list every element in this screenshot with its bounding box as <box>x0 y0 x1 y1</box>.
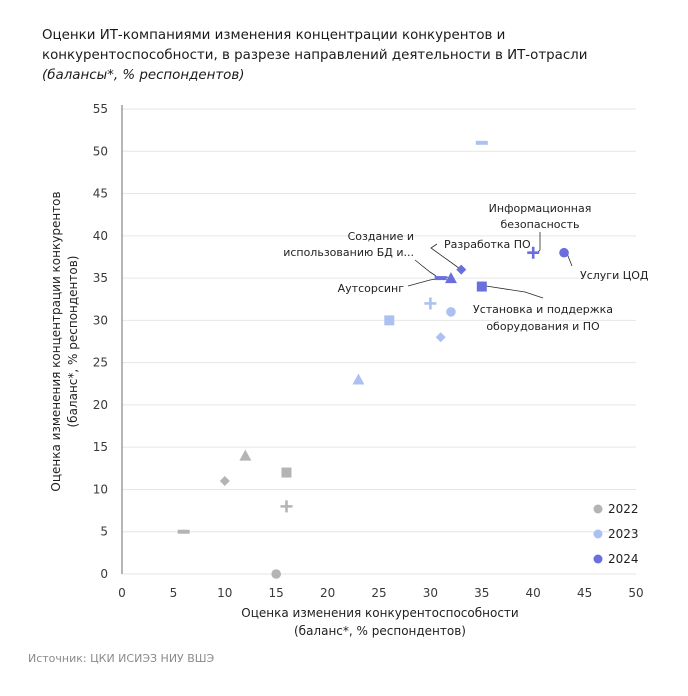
annotation-leader <box>485 285 544 299</box>
data-point-2022-triangle <box>239 449 252 461</box>
annotation-label: Установка и поддержка <box>473 303 613 316</box>
x-tick-label: 25 <box>371 586 386 600</box>
y-axis-title-line: Оценка изменения концентрации конкуренто… <box>49 191 63 491</box>
x-tick-label: 50 <box>628 586 643 600</box>
annotation-leader <box>536 232 541 254</box>
x-tick-label: 15 <box>269 586 284 600</box>
chart-subtitle: (балансы*, % респондентов) <box>42 68 245 83</box>
x-tick-label: 0 <box>118 586 126 600</box>
annotation-label: Информационная <box>489 202 592 215</box>
x-tick-label: 35 <box>474 586 489 600</box>
data-point-2023-dash <box>475 140 488 145</box>
annotation-label: Услуги ЦОД <box>580 269 649 282</box>
y-tick-label: 55 <box>93 102 108 116</box>
data-point-2022-circle <box>271 569 282 579</box>
legend-swatch-2024 <box>593 554 603 564</box>
legend-swatch-2023 <box>593 529 603 539</box>
data-point-2024-dash <box>434 276 447 281</box>
y-tick-label: 5 <box>100 525 108 539</box>
y-tick-label: 25 <box>93 356 108 370</box>
x-axis-title: (баланс*, % респондентов) <box>294 624 466 638</box>
legend-label-2022: 2022 <box>608 502 639 516</box>
y-tick-label: 40 <box>93 229 108 243</box>
annotation-leader <box>430 243 464 272</box>
data-point-2023-diamond <box>435 332 446 343</box>
data-point-2023-circle <box>446 307 456 317</box>
data-point-2022-dash <box>177 529 190 534</box>
annotation-label: безопасность <box>501 218 580 231</box>
annotation-label: Аутсорсинг <box>338 282 405 295</box>
data-point-2022-diamond <box>219 476 230 486</box>
annotation-label: Создание и <box>348 230 414 243</box>
x-tick-label: 20 <box>320 586 335 600</box>
annotation-label: использованию БД и... <box>283 246 414 259</box>
annotation-leader <box>414 259 437 277</box>
legend-swatch-2022 <box>593 504 603 514</box>
data-point-2024-triangle <box>444 272 457 284</box>
source-note: Источник: ЦКИ ИСИЭЗ НИУ ВШЭ <box>28 652 215 665</box>
y-axis-title-line: (баланс*, % респондентов) <box>66 256 80 428</box>
chart-title-line-1: Оценки ИТ-компаниями изменения концентра… <box>42 28 506 43</box>
annotation-label: Разработка ПО <box>444 238 531 251</box>
y-tick-label: 20 <box>93 398 108 412</box>
x-tick-label: 10 <box>217 586 232 600</box>
data-point-2023-square <box>384 315 395 326</box>
data-point-2024-plus <box>527 246 540 259</box>
chart-title: Оценки ИТ-компаниями изменения концентра… <box>42 26 662 86</box>
data-point-2022-plus <box>280 500 293 513</box>
chart-title-line-2: конкурентоспособности, в разрезе направл… <box>42 48 588 63</box>
y-axis-title: Оценка изменения концентрации конкуренто… <box>49 191 80 491</box>
annotation-label: оборудования и ПО <box>486 320 600 333</box>
y-tick-label: 30 <box>93 313 108 327</box>
y-tick-label: 10 <box>93 482 108 496</box>
data-point-2024-square <box>476 281 487 292</box>
data-point-2024-diamond <box>456 264 467 275</box>
x-axis-title: Оценка изменения конкурентоспособности <box>241 606 518 620</box>
legend-label-2023: 2023 <box>608 527 639 541</box>
y-tick-label: 15 <box>93 440 108 454</box>
data-point-2022-square <box>281 467 292 478</box>
x-tick-label: 45 <box>577 586 592 600</box>
y-tick-label: 45 <box>93 187 108 201</box>
data-point-2023-triangle <box>352 373 365 385</box>
data-point-2024-circle <box>559 247 569 258</box>
x-tick-label: 40 <box>526 586 541 600</box>
x-tick-label: 30 <box>423 586 438 600</box>
y-tick-label: 50 <box>93 144 108 158</box>
data-point-2023-plus <box>424 297 437 310</box>
y-tick-label: 35 <box>93 271 108 285</box>
y-tick-label: 0 <box>100 567 108 581</box>
x-tick-label: 5 <box>170 586 178 600</box>
legend-label-2024: 2024 <box>608 552 639 566</box>
